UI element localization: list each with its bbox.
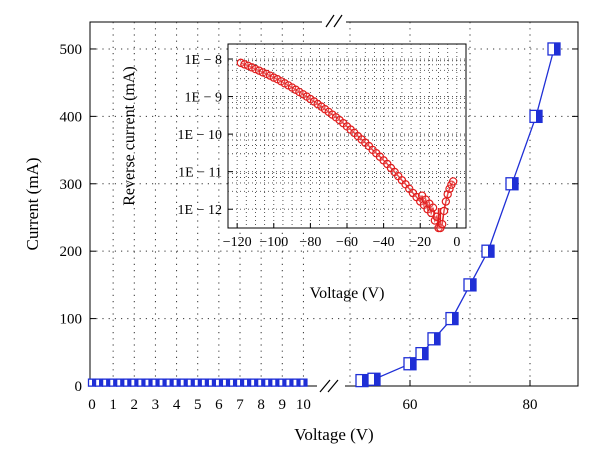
inset-x-tick-label: −20 bbox=[409, 235, 431, 250]
main-data-point-fill bbox=[410, 357, 416, 370]
axis-break-top bbox=[322, 12, 346, 32]
main-data-point-fill bbox=[268, 379, 272, 387]
inset-data-point bbox=[439, 206, 449, 216]
main-data-point-fill bbox=[92, 379, 96, 387]
main-x-tick-label: 3 bbox=[152, 397, 160, 413]
inset-data-point bbox=[445, 184, 454, 193]
axis-break-bottom bbox=[317, 378, 345, 396]
inset-y-tick-label: 1E − 11 bbox=[178, 166, 222, 181]
inset-x-tick-label: −60 bbox=[336, 235, 358, 250]
main-y-tick-label: 200 bbox=[60, 244, 83, 260]
main-data-point-fill bbox=[225, 379, 230, 387]
inset-x-tick-label: −40 bbox=[373, 235, 395, 250]
inset-x-tick-label: −80 bbox=[299, 235, 321, 250]
main-x-tick-label: 60 bbox=[403, 397, 418, 413]
inset-y-tick-label: 1E − 9 bbox=[185, 91, 222, 106]
main-data-point-fill bbox=[422, 347, 428, 360]
inset-data-point bbox=[428, 203, 438, 212]
main-data-point-fill bbox=[148, 379, 152, 387]
main-data-point-fill bbox=[218, 379, 223, 387]
inset-x-tick-label: −120 bbox=[223, 235, 252, 250]
main-x-tick-label: 1 bbox=[109, 397, 117, 413]
main-data-point-fill bbox=[261, 379, 265, 387]
main-data-point-fill bbox=[452, 312, 458, 325]
main-xlabel: Voltage (V) bbox=[294, 425, 373, 444]
inset-x-tick-label: 0 bbox=[453, 235, 460, 250]
main-data-point-fill bbox=[470, 278, 476, 291]
main-x-tick-label: 6 bbox=[215, 397, 223, 413]
main-data-point-fill bbox=[536, 110, 542, 123]
inset-ylabel: Reverse current (mA) bbox=[121, 66, 138, 206]
main-data-point-fill bbox=[176, 379, 181, 387]
main-data-point-fill bbox=[254, 379, 258, 387]
main-data-point-fill bbox=[232, 379, 237, 387]
main-data-point-fill bbox=[282, 379, 286, 387]
inset-y-tick-label: 1E − 12 bbox=[178, 203, 222, 218]
main-x-tick-label: 80 bbox=[523, 397, 538, 413]
inset-axes: 1E − 8 1E − 9 1E − 10 1E − 11 1E − 12 −120 −10… bbox=[178, 53, 461, 250]
inset-data-point bbox=[441, 197, 451, 206]
main-data-point-fill bbox=[204, 379, 209, 387]
main-data-point-fill bbox=[296, 379, 300, 387]
main-data-point-fill bbox=[106, 379, 110, 387]
main-data-point-fill bbox=[554, 42, 560, 55]
main-data-point-fill bbox=[303, 379, 307, 387]
main-data-point-fill bbox=[240, 379, 244, 387]
inset-y-tick-label: 1E − 10 bbox=[178, 128, 222, 143]
main-data-point-fill bbox=[190, 379, 195, 387]
main-data-point-fill bbox=[113, 379, 117, 387]
main-data-point-fill bbox=[289, 379, 293, 387]
main-data-point-fill bbox=[120, 379, 124, 387]
main-data-point-fill bbox=[99, 379, 103, 387]
main-data-point-fill bbox=[141, 379, 145, 387]
main-x-tick-label: 4 bbox=[173, 397, 181, 413]
main-x-tick-label: 7 bbox=[236, 397, 244, 413]
main-data-point-fill bbox=[275, 379, 279, 387]
main-data-point-fill bbox=[155, 379, 159, 387]
main-y-tick-label: 0 bbox=[75, 379, 83, 395]
main-x-tick-label: 8 bbox=[257, 397, 265, 413]
main-data-point-fill bbox=[247, 379, 251, 387]
main-data-point-fill bbox=[169, 379, 174, 387]
main-data-point-fill bbox=[374, 373, 380, 386]
inset-data-point bbox=[438, 219, 447, 229]
main-grid bbox=[90, 22, 578, 386]
main-x-tick-label: 9 bbox=[279, 397, 287, 413]
main-data-point-fill bbox=[162, 379, 166, 387]
main-data-point-fill bbox=[197, 379, 202, 387]
inset-series bbox=[236, 58, 458, 233]
main-data-point-fill bbox=[362, 374, 368, 387]
main-data-point-fill bbox=[434, 332, 440, 345]
inset-data-point bbox=[448, 177, 458, 186]
main-x-tick-label: 2 bbox=[131, 397, 139, 413]
main-y-tick-label: 500 bbox=[60, 42, 83, 58]
main-y-tick-label: 300 bbox=[60, 177, 83, 193]
inset-x-tick-label: −100 bbox=[259, 235, 288, 250]
main-data-point-fill bbox=[211, 379, 216, 387]
main-x-tick-label: 10 bbox=[296, 397, 311, 413]
main-data-point-fill bbox=[512, 177, 518, 190]
main-data-point-fill bbox=[183, 379, 188, 387]
main-data-point-fill bbox=[488, 245, 494, 258]
main-series bbox=[87, 42, 561, 388]
main-x-tick-label: 0 bbox=[88, 397, 96, 413]
inset-y-tick-label: 1E − 8 bbox=[185, 53, 222, 68]
main-y-tick-label: 400 bbox=[60, 109, 83, 125]
main-data-point-fill bbox=[134, 379, 138, 387]
inset-xlabel: Voltage (V) bbox=[310, 285, 385, 302]
main-ylabel: Current (mA) bbox=[23, 157, 42, 250]
main-data-point-fill bbox=[127, 379, 131, 387]
main-y-tick-label: 100 bbox=[60, 312, 83, 328]
main-x-tick-label: 5 bbox=[194, 397, 202, 413]
